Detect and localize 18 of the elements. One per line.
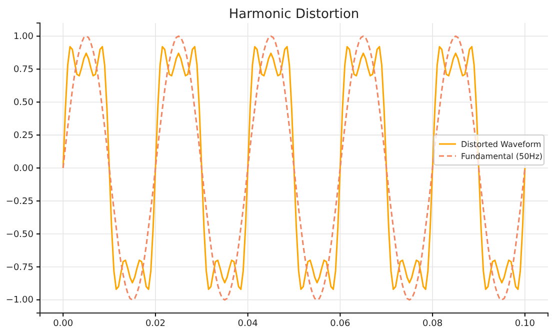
x-tick-label: 0.00 [53,318,74,329]
y-tick-label: 1.00 [13,32,34,42]
x-tick-label: 0.06 [330,318,350,329]
y-tick-label: 0.25 [13,130,34,141]
y-tick-label: −0.25 [6,196,34,207]
x-tick-label: 0.04 [238,318,258,329]
y-tick-label: 0.00 [13,164,34,174]
y-tick-label: 0.75 [13,65,34,76]
y-tick-label: 0.50 [13,98,34,108]
x-tick-label: 0.10 [514,318,536,329]
chart-title: Harmonic Distortion [228,7,360,22]
legend-label: Distorted Waveform [461,140,542,149]
y-tick-label: −0.50 [6,230,34,240]
legend-label: Fundamental (50Hz) [461,152,543,161]
x-tick-label: 0.08 [422,318,443,329]
y-tick-label: −1.00 [6,296,34,306]
x-tick-label: 0.02 [145,318,166,329]
y-tick-label: −0.75 [6,262,34,273]
